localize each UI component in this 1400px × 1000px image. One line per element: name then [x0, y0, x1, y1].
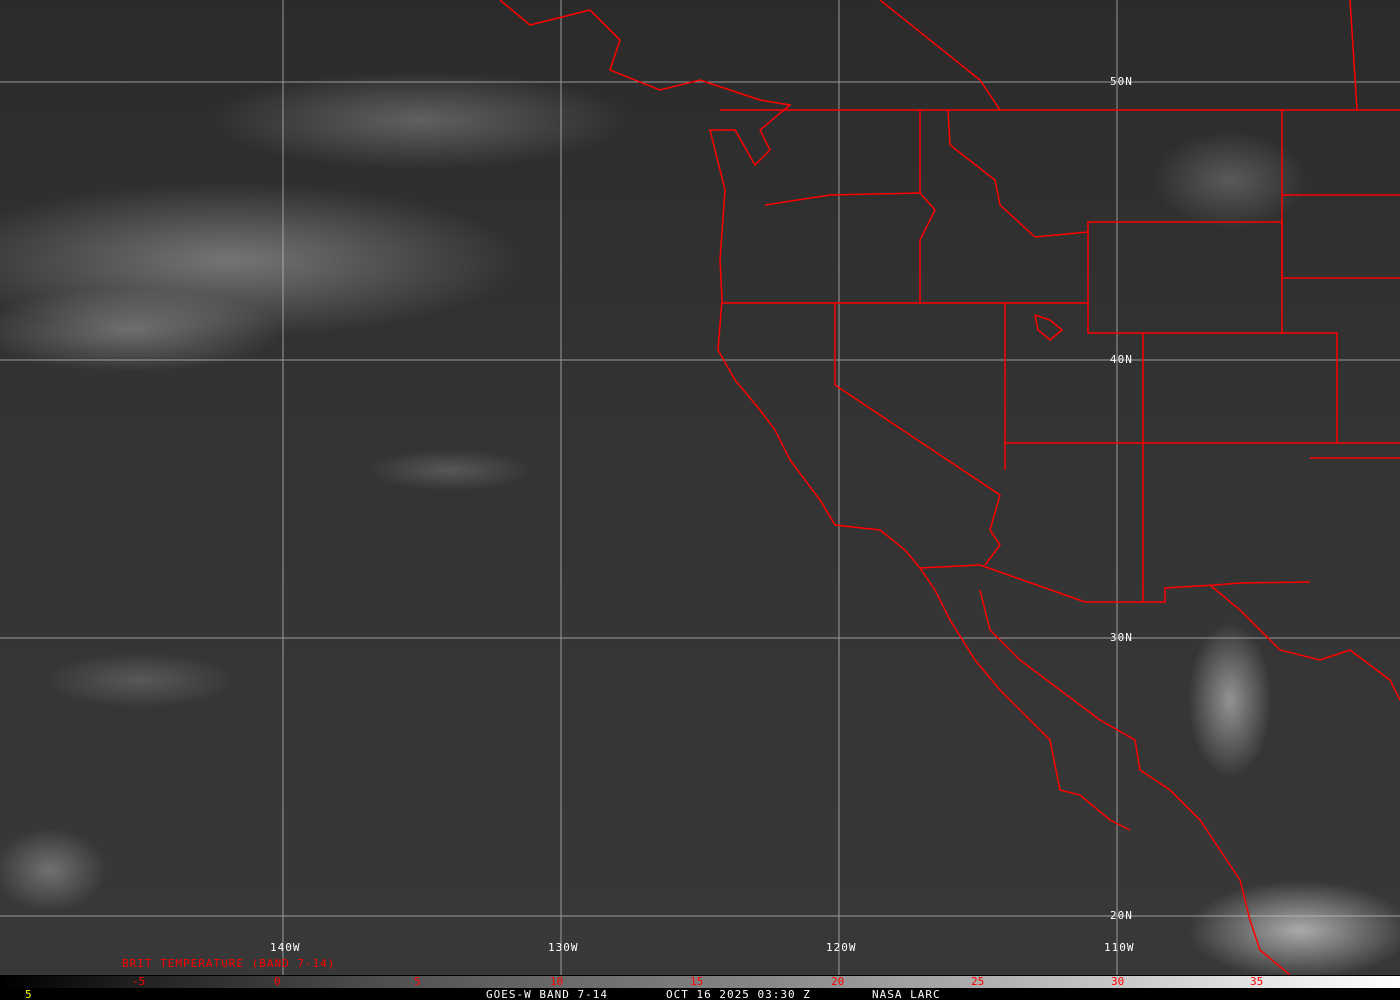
border-colorado — [1143, 332, 1338, 443]
satellite-imagery — [0, 0, 1400, 975]
scale-tick: -5 — [132, 975, 146, 988]
coastline-gulf — [979, 589, 1291, 975]
border-idaho — [919, 110, 936, 303]
lon-label-130w: 130W — [548, 941, 579, 954]
lon-label-140w: 140W — [270, 941, 301, 954]
lon-label-110w: 110W — [1104, 941, 1135, 954]
color-scale-bar — [0, 976, 1400, 988]
lat-label-30n: 30N — [1110, 631, 1133, 644]
border-idaho-mt — [947, 109, 1089, 238]
border-canada-mb — [1349, 0, 1358, 111]
border-utah — [1087, 303, 1143, 334]
satellite-band-title: GOES-W BAND 7-14 — [486, 988, 608, 1000]
product-label: BRIT TEMPERATURE (BAND 7-14) — [122, 957, 336, 970]
lat-label-20n: 20N — [1110, 909, 1133, 922]
scale-tick: 20 — [831, 975, 845, 988]
border-ca-nv — [834, 303, 1001, 566]
borders — [499, 0, 1400, 975]
coastline-gulf-mexico — [1209, 584, 1400, 701]
border-mexico — [919, 564, 1311, 603]
border-canada-north — [879, 0, 1001, 111]
border-montana — [1281, 110, 1400, 279]
border-wa-or — [764, 192, 921, 206]
lake-salt — [1034, 314, 1064, 341]
credit: NASA LARC — [872, 988, 941, 1000]
scale-tick: 15 — [690, 975, 704, 988]
scale-tick: 25 — [971, 975, 985, 988]
lat-label-40n: 40N — [1110, 353, 1133, 366]
timestamp: OCT 16 2025 03:30 Z — [666, 988, 811, 1000]
scale-tick: 0 — [274, 975, 281, 988]
lon-label-120w: 120W — [826, 941, 857, 954]
corner-value: 5 — [25, 988, 33, 1000]
scale-tick: 10 — [550, 975, 564, 988]
scale-tick: 30 — [1111, 975, 1125, 988]
info-bar: 5 GOES-W BAND 7-14 OCT 16 2025 03:30 Z N… — [0, 988, 1400, 1000]
graticule — [0, 0, 1400, 975]
scale-tick: 5 — [414, 975, 421, 988]
lat-label-50n: 50N — [1110, 75, 1133, 88]
scale-tick: 35 — [1250, 975, 1264, 988]
map-overlay — [0, 0, 1400, 975]
coastline-west — [499, 0, 1131, 831]
